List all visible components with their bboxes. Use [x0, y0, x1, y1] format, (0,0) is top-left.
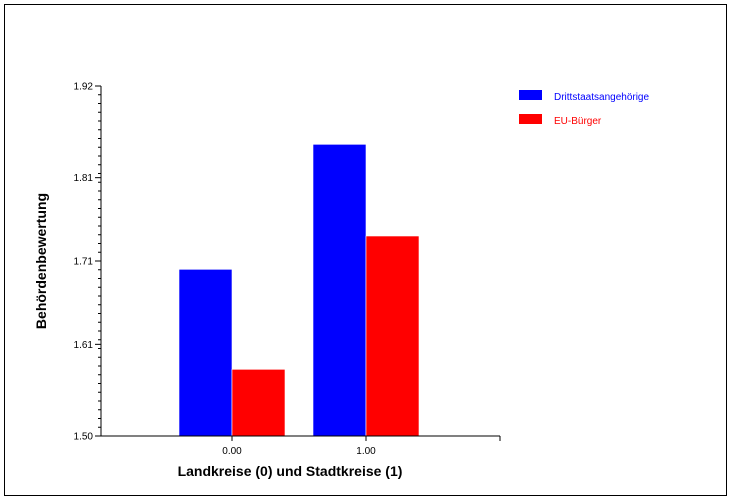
y-tick-label: 1.81 [74, 173, 94, 184]
axes-group [100, 86, 500, 437]
y-ticks-group: 1.50 1.61 1.71 1.81 1.92 [74, 82, 101, 443]
legend-swatch [519, 114, 542, 124]
bars-group [178, 144, 420, 437]
y-tick-label: 1.50 [74, 432, 94, 443]
x-tick-label: 1.00 [356, 446, 376, 457]
y-axis-title: Behördenbewertung [33, 193, 49, 329]
legend-label: EU-Bürger [554, 116, 602, 127]
y-tick-label: 1.61 [74, 340, 94, 351]
bar-drittstaatsangehoerige-0 [178, 269, 233, 437]
y-tick-label: 1.92 [74, 82, 94, 93]
y-tick-label: 1.71 [74, 257, 94, 268]
bar-drittstaatsangehoerige-1 [312, 144, 367, 437]
bar-eu-buerger-1 [365, 235, 420, 437]
x-axis-title: Landkreise (0) und Stadtkreise (1) [178, 463, 403, 479]
legend-label: Drittstaatsangehörige [554, 92, 649, 103]
legend: Drittstaatsangehörige EU-Bürger [519, 90, 649, 127]
bar-eu-buerger-0 [231, 369, 286, 437]
legend-swatch [519, 90, 542, 100]
x-tick-label: 0.00 [222, 446, 242, 457]
x-ticks-group: 0.00 1.00 [222, 436, 501, 457]
